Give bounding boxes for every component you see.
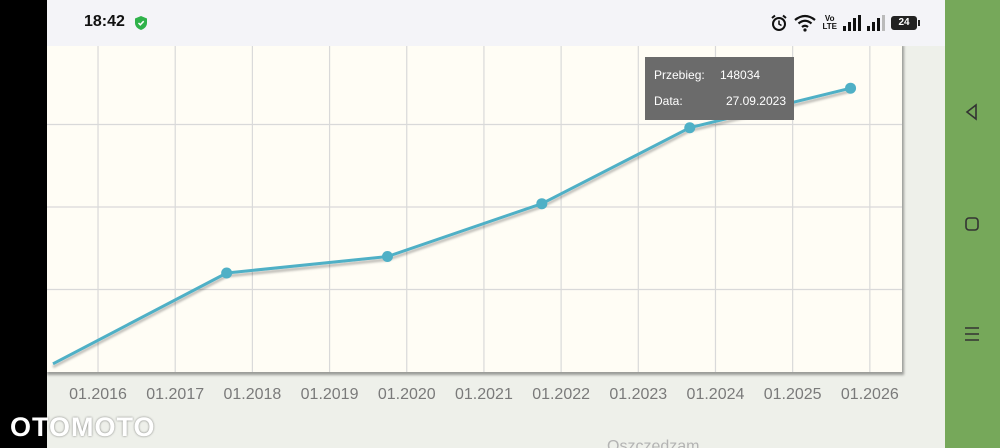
tooltip-mileage-label: Przebieg:	[654, 68, 705, 82]
series-line	[52, 86, 851, 366]
signal-icon-2	[867, 15, 885, 31]
status-icons: Vo LTE 24	[770, 12, 920, 34]
tooltip-mileage-value: 148034	[720, 68, 761, 82]
chart-tooltip: Przebieg: 148034 Data: 27.09.2023	[645, 57, 794, 120]
x-tick-label: 01.2020	[378, 386, 436, 403]
x-tick-label: 01.2022	[532, 386, 590, 403]
data-point[interactable]	[845, 82, 857, 94]
phone-screen: 18:42 Vo LTE	[47, 0, 945, 448]
tooltip-date-value: 27.09.2023	[725, 94, 786, 108]
x-tick-labels: 01.2016 01.2017 01.2018 01.2019 01.2020 01.20…	[69, 386, 899, 403]
x-tick-label: 01.2016	[69, 386, 127, 403]
x-tick-label: 01.2017	[146, 386, 204, 403]
status-bar: 18:42 Vo LTE	[47, 0, 945, 46]
data-point[interactable]	[684, 122, 696, 134]
wifi-icon	[794, 14, 817, 32]
partial-bottom-label: Oszczędzam	[607, 438, 700, 448]
home-icon[interactable]	[963, 215, 981, 233]
signal-icon-1	[843, 15, 861, 31]
data-points[interactable]	[221, 82, 857, 279]
mileage-line	[52, 86, 851, 366]
otomoto-watermark: OTOMOTO	[10, 412, 156, 442]
x-tick-label: 01.2023	[609, 386, 667, 403]
x-tick-label: 01.2024	[687, 386, 745, 403]
volte-icon: Vo LTE	[822, 15, 837, 31]
recents-icon[interactable]	[963, 325, 981, 343]
shield-icon	[135, 16, 147, 30]
x-tick-label: 01.2018	[223, 386, 281, 403]
x-tick-label: 01.2026	[841, 386, 899, 403]
x-tick-label: 01.2025	[764, 386, 822, 403]
x-tick-label: 01.2021	[455, 386, 513, 403]
data-point[interactable]	[381, 251, 393, 262]
data-point[interactable]	[221, 267, 233, 279]
navigation-bar	[945, 0, 1000, 448]
status-time: 18:42	[84, 13, 125, 30]
back-icon[interactable]	[963, 103, 981, 121]
x-tick-label: 01.2019	[301, 386, 359, 403]
data-point[interactable]	[536, 198, 548, 210]
partial-bottom-text: Oszczędzam	[607, 438, 699, 448]
volte-top-label: Vo	[824, 14, 835, 23]
volte-bottom-label: LTE	[822, 22, 837, 31]
tooltip-date-label: Data:	[654, 94, 683, 108]
mileage-chart[interactable]: 01.2016 01.2017 01.2018 01.2019 01.2020 01.20…	[47, 46, 945, 448]
alarm-icon	[771, 14, 788, 31]
battery-icon: 24	[891, 16, 920, 30]
